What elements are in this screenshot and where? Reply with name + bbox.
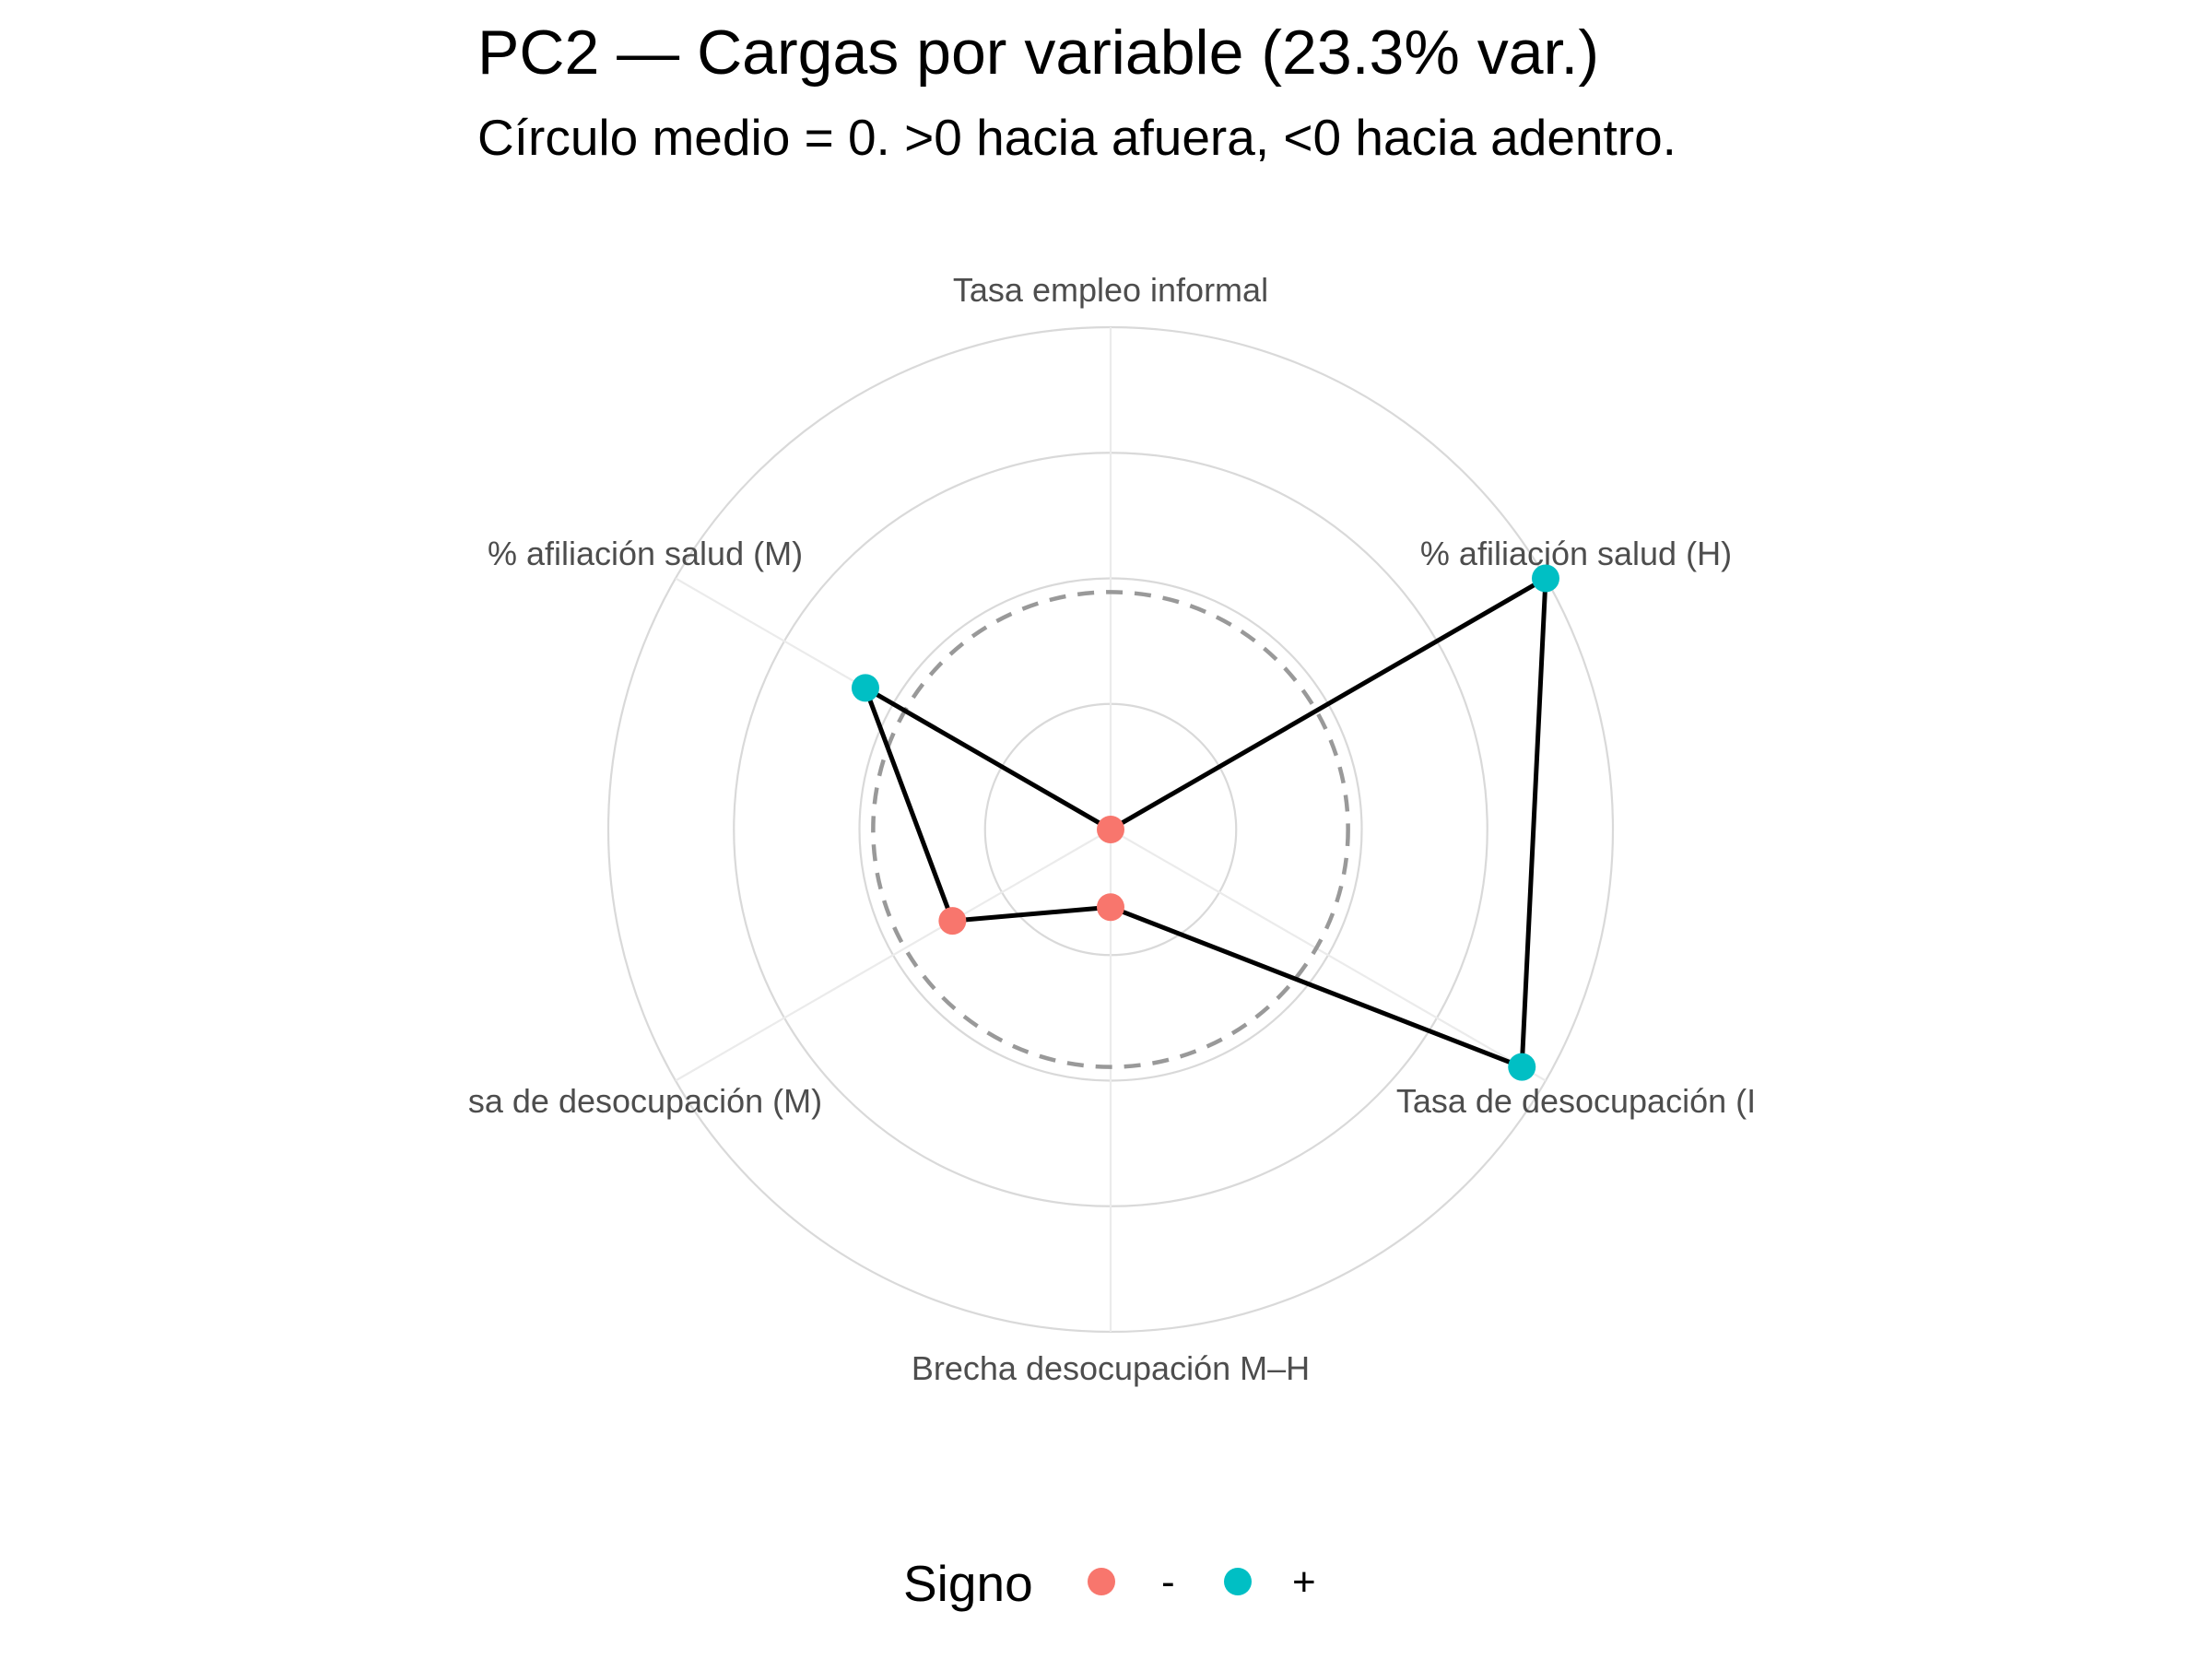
zero-reference — [871, 590, 1350, 1069]
axis-label-2: Tasa de desocupación (I — [1396, 1082, 1756, 1120]
axis-label-4: sa de desocupación (M) — [468, 1082, 822, 1120]
radar-grid — [606, 325, 1615, 1334]
legend-label-positive: + — [1292, 1559, 1316, 1605]
grid-spoke-2 — [1110, 829, 1547, 1082]
data-point-4 — [938, 907, 967, 935]
legend: Signo - + — [903, 1555, 1316, 1612]
legend-label-negative: - — [1161, 1559, 1175, 1605]
legend-swatch-negative — [1088, 1568, 1115, 1595]
data-point-3 — [1097, 893, 1124, 922]
axis-label-1: % afiliación salud (H) — [1420, 535, 1732, 572]
axis-labels: Tasa empleo informal % afiliación salud (… — [468, 271, 1756, 1387]
data-point-2 — [1508, 1053, 1536, 1081]
zero-circle — [871, 590, 1350, 1069]
axis-label-3: Brecha desocupación M–H — [912, 1349, 1310, 1387]
chart-subtitle: Círculo medio = 0. >0 hacia afuera, <0 h… — [477, 109, 1677, 166]
chart-title: PC2 — Cargas por variable (23.3% var.) — [477, 18, 1599, 88]
axis-label-0: Tasa empleo informal — [953, 271, 1268, 309]
legend-swatch-positive — [1224, 1568, 1252, 1595]
data-point-5 — [851, 674, 879, 702]
axis-label-5: % afiliación salud (M) — [488, 535, 803, 572]
data-points — [851, 564, 1559, 1081]
legend-title: Signo — [903, 1555, 1033, 1612]
grid-spoke-4 — [675, 829, 1112, 1082]
data-point-1 — [1531, 564, 1559, 593]
data-point-0 — [1097, 816, 1124, 843]
